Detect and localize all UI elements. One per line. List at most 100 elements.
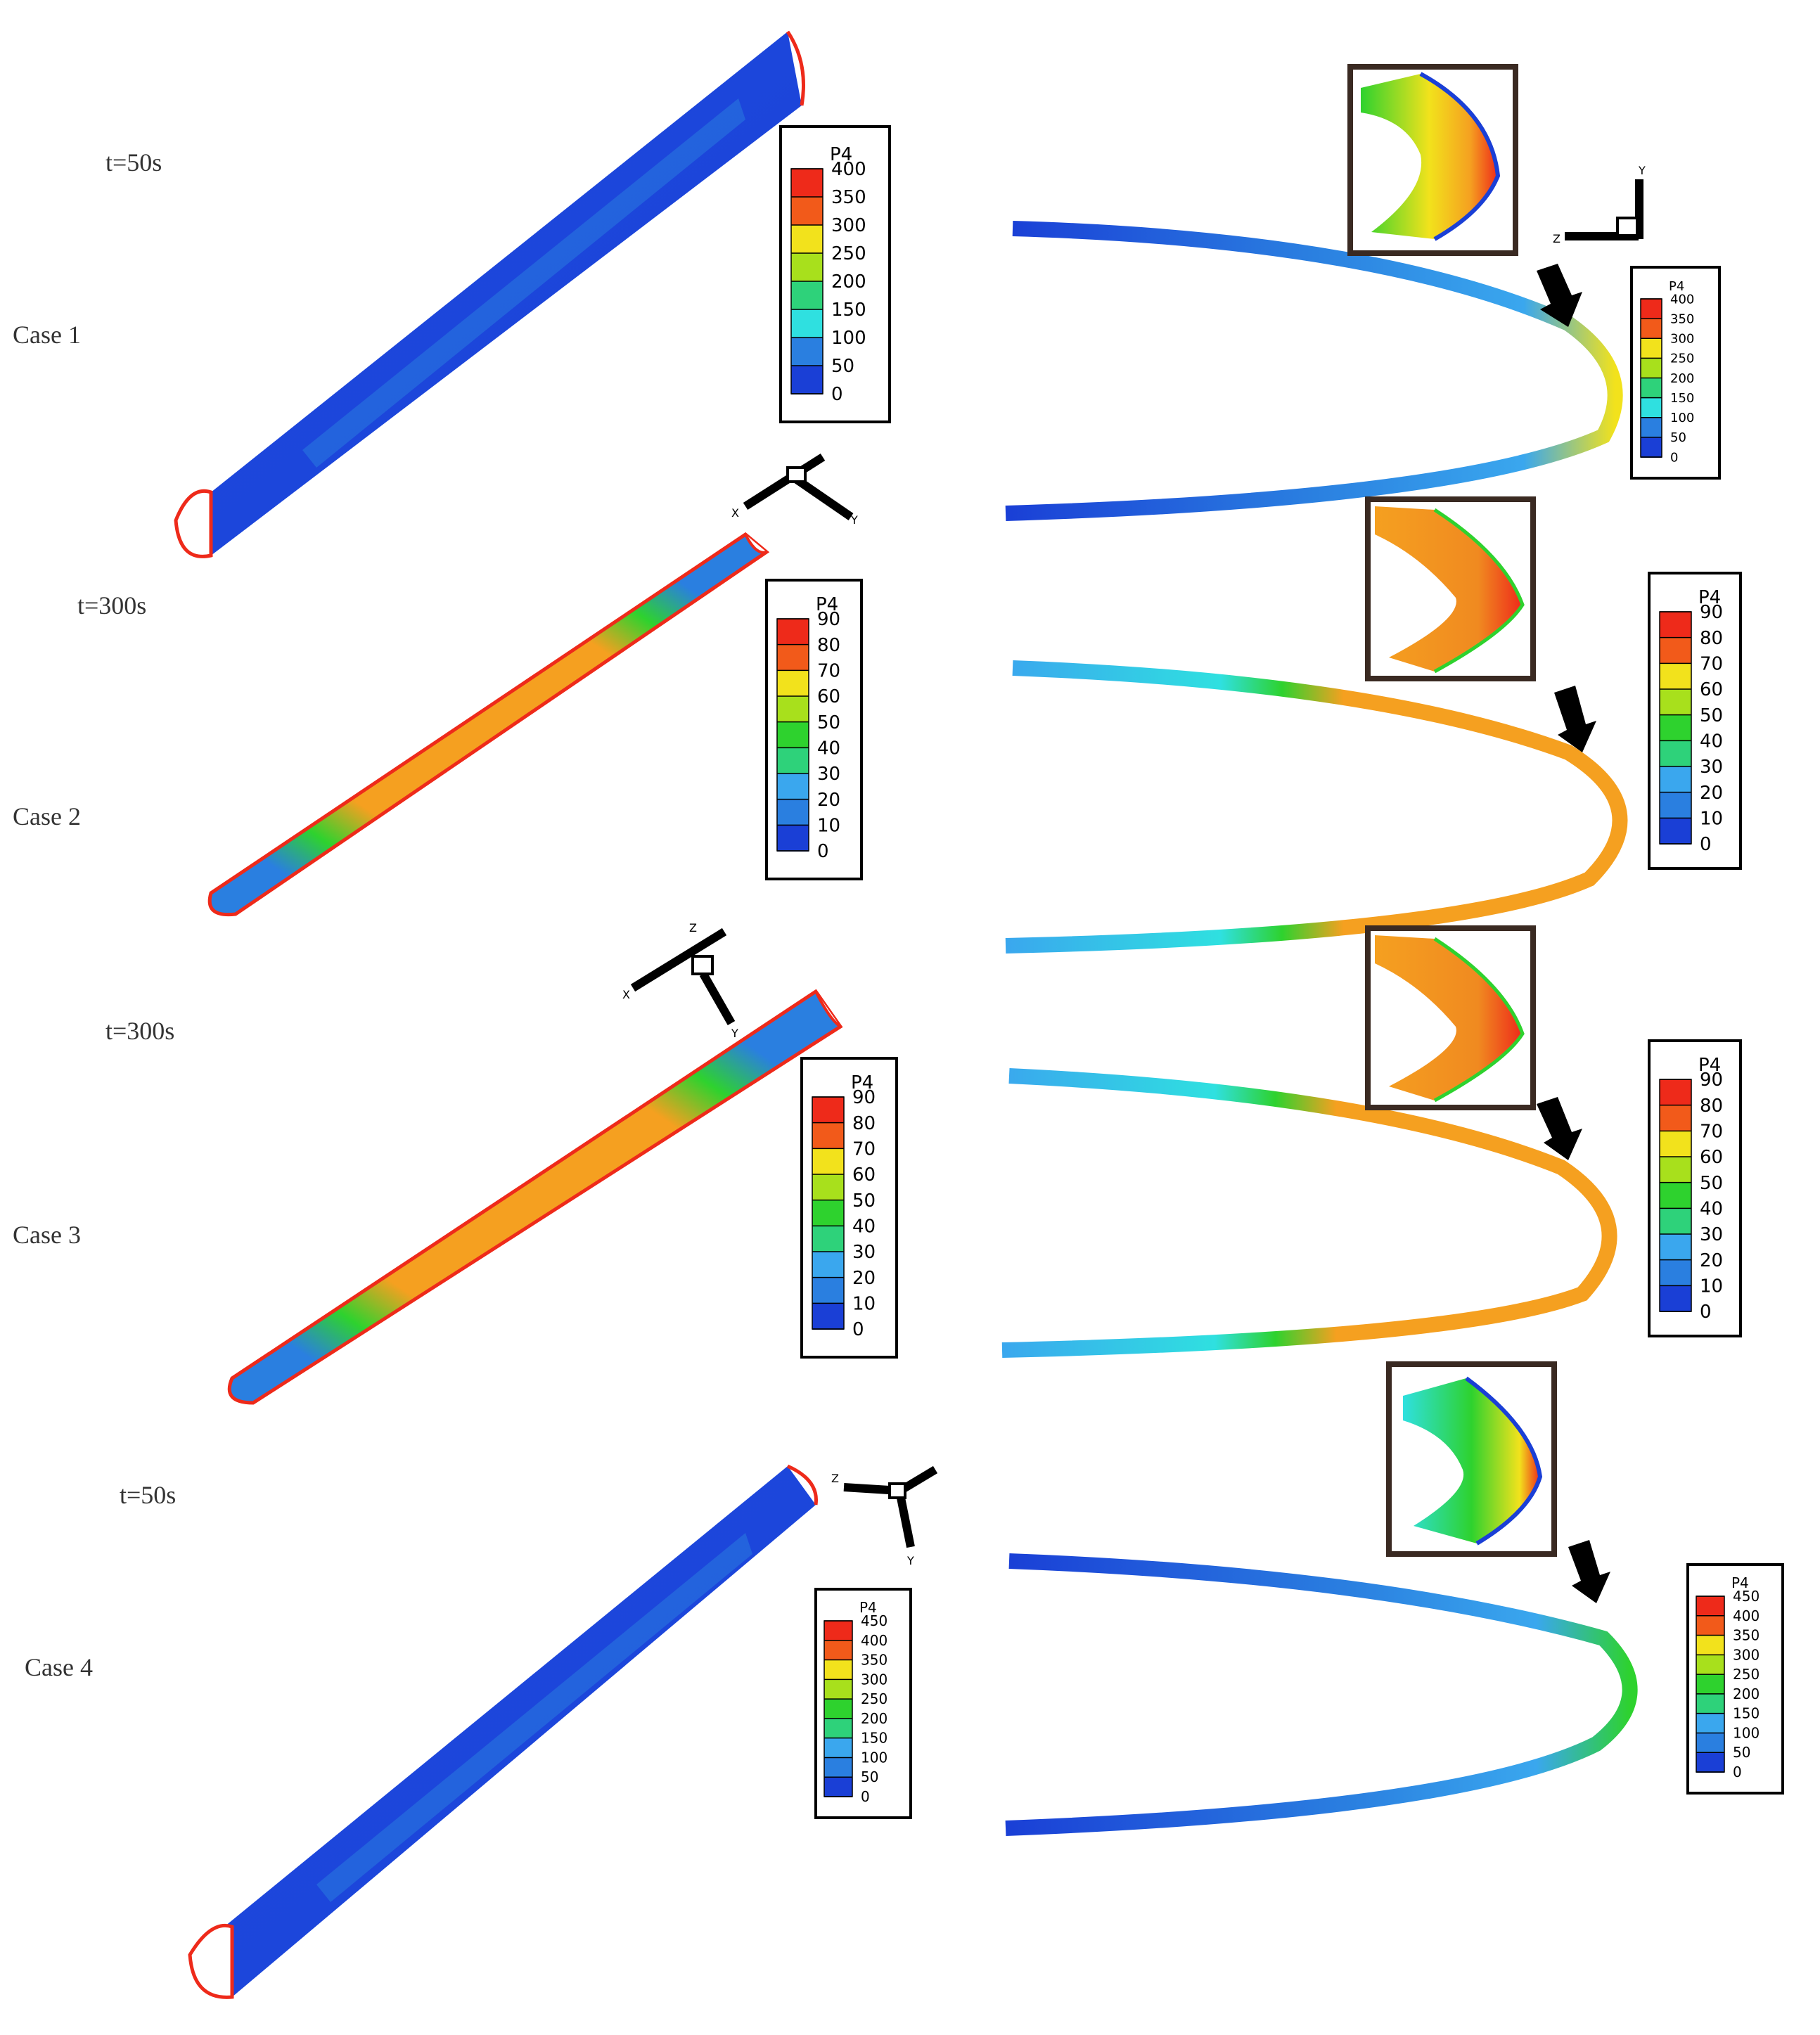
legend-title: P4 — [859, 1599, 877, 1616]
legend-tick-label: 80 — [852, 1113, 876, 1134]
legend-tick-label: 150 — [861, 1730, 887, 1747]
legend-color-band — [791, 281, 823, 310]
legend-color-band — [812, 1226, 844, 1252]
case1-axis-triad: Y Z — [1553, 164, 1646, 245]
case2-arrow — [1554, 686, 1596, 752]
case-label-4: Case 4 — [25, 1653, 93, 1681]
legend-tick-label: 100 — [1670, 411, 1694, 425]
axis-z-label: Z — [831, 1472, 839, 1485]
legend-color-band — [1660, 1105, 1691, 1132]
legend-color-band — [824, 1777, 852, 1797]
case1-arrow — [1537, 264, 1582, 327]
legend-tick-label: 40 — [1700, 1198, 1723, 1219]
legend-tick-label: 250 — [1733, 1666, 1760, 1683]
axis-z-label: Z — [689, 921, 697, 935]
case3-arrow — [1537, 1097, 1582, 1160]
legend-color-band — [824, 1757, 852, 1778]
legend-color-band — [1641, 299, 1662, 320]
case3-arc — [1001, 1068, 1617, 1358]
legend-tick-label: 10 — [852, 1293, 876, 1314]
legend-color-band — [1641, 437, 1662, 458]
legend-color-band — [824, 1738, 852, 1759]
case1-axis-triad-3d: X Y — [731, 453, 858, 527]
legend-tick-label: 70 — [1700, 653, 1723, 674]
legend-color-band — [777, 619, 809, 646]
legend-tick-label: 40 — [1700, 731, 1723, 752]
legend-title: P4 — [830, 144, 852, 165]
legend-color-band — [1696, 1693, 1724, 1714]
case3-axis-triad: Z X Y — [622, 921, 738, 1040]
legend-color-band — [1660, 1157, 1691, 1183]
legend-color-band — [777, 670, 809, 697]
legend-color-band — [791, 366, 823, 394]
legend-tick-label: 60 — [817, 686, 840, 707]
legend-tick-label: 80 — [1700, 628, 1723, 649]
legend-color-band — [1641, 417, 1662, 438]
legend-tick-label: 350 — [861, 1652, 887, 1669]
legend-tick-label: 0 — [831, 384, 843, 405]
legend-tick-label: 400 — [1733, 1607, 1760, 1624]
axis-z-label: Z — [1553, 232, 1561, 245]
legend-tick-label: 20 — [817, 790, 840, 811]
time-label-case3: t=300s — [105, 1017, 175, 1045]
legend-title: P4 — [816, 594, 838, 615]
time-label-case1: t=50s — [105, 148, 162, 176]
legend-tick-label: 450 — [861, 1612, 887, 1629]
legend-color-band — [1660, 1208, 1691, 1235]
legend-color-band — [1660, 1131, 1691, 1157]
case-label-2: Case 2 — [13, 802, 81, 830]
legend-color-band — [1696, 1752, 1724, 1773]
legend-color-band — [824, 1699, 852, 1719]
legend-color-band — [824, 1640, 852, 1661]
legend-color-band — [1696, 1615, 1724, 1636]
legend-tick-label: 450 — [1733, 1588, 1760, 1605]
legend-tick-label: 30 — [1700, 757, 1723, 778]
legend-title: P4 — [1731, 1574, 1749, 1591]
legend-tick-label: 10 — [1700, 808, 1723, 829]
legend-tick-label: 50 — [1733, 1744, 1750, 1761]
legend-tick-label: 0 — [1670, 450, 1678, 465]
case1-arc — [1005, 221, 1623, 521]
legend-color-band — [1660, 612, 1691, 638]
legend-tick-label: 300 — [1733, 1646, 1760, 1663]
legend-tick-label: 20 — [1700, 783, 1723, 804]
legend-tick-label: 100 — [1733, 1724, 1760, 1741]
case2-tube — [207, 532, 770, 917]
legend-tick-label: 300 — [1670, 332, 1694, 347]
legend-color-band — [812, 1252, 844, 1278]
legend-color-band — [1660, 1234, 1691, 1261]
legend-tick-label: 200 — [1733, 1686, 1760, 1702]
legend-tick-label: 50 — [1700, 1173, 1723, 1194]
legend-color-band — [777, 747, 809, 774]
legend-tick-label: 20 — [852, 1268, 876, 1289]
axis-x-label: X — [622, 988, 630, 1001]
legend-tick-label: 90 — [1700, 602, 1723, 623]
legend-color-band — [1660, 792, 1691, 819]
legend-color-band — [777, 721, 809, 749]
legend-color-band — [777, 644, 809, 672]
legend-color-band — [791, 309, 823, 338]
axis-y-label: Y — [1638, 164, 1646, 177]
legend-tick-label: 0 — [1700, 834, 1712, 855]
legend-color-band — [1660, 1079, 1691, 1106]
legend-tick-label: 350 — [831, 187, 866, 208]
case2-arc — [1005, 660, 1628, 954]
legend-tick-label: 10 — [817, 815, 840, 836]
legend-tick-label: 80 — [1700, 1096, 1723, 1117]
legend-tick-label: 400 — [861, 1632, 887, 1649]
legend-color-band — [824, 1679, 852, 1700]
case4-arrow — [1568, 1540, 1610, 1603]
legend-tick-label: 50 — [861, 1768, 878, 1785]
time-label-case4: t=50s — [120, 1481, 177, 1509]
legend-color-band — [1641, 319, 1662, 340]
legend-color-band — [812, 1097, 844, 1124]
legend-tick-label: 250 — [831, 243, 866, 264]
case3-tube — [227, 989, 843, 1405]
legends-group: P4400350300250200150100500P4400350300250… — [765, 125, 1784, 1819]
legend-title: P4 — [1669, 279, 1684, 294]
legend-color-band — [777, 696, 809, 723]
